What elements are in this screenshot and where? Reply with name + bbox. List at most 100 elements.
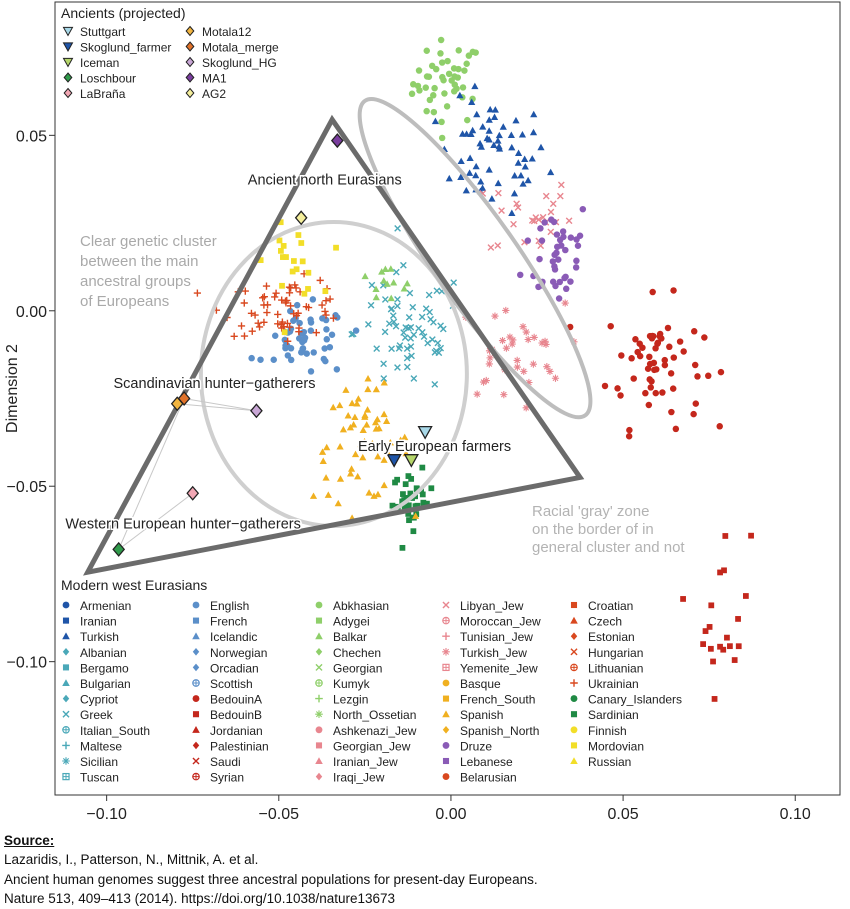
data-point (240, 332, 249, 340)
data-point (530, 333, 538, 341)
source-authors: Lazaridis, I., Patterson, N., Mittnik, A… (4, 852, 259, 867)
data-point (397, 436, 405, 443)
data-point (278, 248, 284, 254)
data-point (333, 244, 339, 251)
legend-marker (442, 757, 450, 765)
data-point (344, 411, 352, 419)
modern-legend-item: Cypriot (62, 693, 119, 707)
legend-label: Abkhasian (333, 599, 389, 613)
modern-legend-item: Basque (442, 677, 501, 691)
data-point (254, 319, 262, 327)
data-point (431, 380, 439, 388)
data-point (389, 502, 396, 509)
legend-label: Russian (588, 755, 631, 769)
data-point (339, 425, 347, 433)
legend-marker (62, 617, 70, 624)
data-point (396, 440, 404, 448)
ancient-sample-points (112, 133, 433, 557)
legend-marker (442, 773, 450, 781)
modern-legend-item: Turkish_Jew (442, 646, 527, 660)
data-point (413, 485, 420, 492)
data-point (322, 288, 329, 295)
legend-marker (192, 617, 200, 624)
legend-label: Bulgarian (80, 677, 131, 691)
modern-legend-item: Estonian (570, 630, 635, 644)
data-point (300, 328, 308, 336)
data-point (361, 272, 369, 280)
data-point (435, 349, 443, 357)
x-tick-label: 0.10 (780, 806, 811, 823)
data-point (367, 301, 375, 309)
legend-marker (570, 726, 578, 734)
modern-legend-item: Greek (62, 708, 114, 722)
x-tick-label: −0.10 (86, 806, 127, 823)
data-point (530, 217, 538, 225)
data-point (717, 569, 723, 576)
data-point (405, 511, 412, 517)
modern-legend-item: French (192, 615, 247, 629)
data-point (271, 332, 279, 340)
legend-label: French (210, 615, 247, 629)
data-point (510, 189, 519, 197)
data-point (508, 209, 516, 216)
legend-label: Lezgin (333, 693, 368, 707)
data-point (716, 423, 723, 430)
legend-label: LaBraña (80, 87, 126, 101)
data-point (193, 289, 201, 297)
data-point (547, 228, 555, 236)
modern-legend-item: Iranian_Jew (315, 755, 398, 769)
modern-legend-item: Chechen (315, 646, 381, 660)
data-point (495, 189, 502, 197)
data-point (529, 360, 537, 368)
modern-legend-item: Adygei (315, 615, 370, 629)
data-point (438, 59, 446, 66)
data-point (454, 74, 462, 81)
data-point (680, 348, 687, 355)
data-point (381, 328, 389, 336)
data-point (412, 503, 419, 510)
data-point (412, 512, 420, 519)
data-point (652, 389, 660, 397)
data-point (735, 643, 742, 650)
legend-label: Yemenite_Jew (460, 661, 538, 675)
data-point (334, 499, 342, 507)
data-point (299, 258, 306, 265)
data-point (524, 335, 532, 344)
data-point (645, 401, 653, 409)
data-point (400, 285, 408, 292)
data-point (287, 307, 294, 315)
data-point (668, 408, 675, 416)
data-point (378, 268, 386, 275)
data-point (472, 171, 480, 179)
data-point (296, 319, 303, 327)
data-point (524, 237, 532, 244)
legend-marker (63, 72, 73, 83)
data-point (380, 375, 388, 382)
data-point (402, 324, 410, 331)
data-point (321, 345, 328, 352)
legend-marker (62, 42, 74, 53)
y-tick-label: 0.05 (16, 128, 47, 145)
legend-marker (570, 695, 578, 703)
modern-legend-item: Spanish_North (442, 724, 539, 738)
data-point (471, 82, 479, 90)
data-point (549, 200, 557, 208)
source-citation: Nature 513, 409–413 (2014). https://doi.… (4, 891, 396, 906)
data-point (550, 218, 558, 226)
data-point (690, 328, 698, 335)
data-point (407, 490, 414, 497)
legend-label: Adygei (333, 615, 370, 629)
data-point (342, 386, 350, 393)
data-point (494, 242, 502, 249)
modern-legend: Modern west EurasiansArmenianIranianTurk… (61, 577, 682, 785)
data-point (706, 624, 713, 630)
modern-legend-item: Libyan_Jew (442, 599, 524, 613)
modern-legend-item: Icelandic (192, 630, 257, 644)
legend-marker (192, 601, 200, 609)
legend-marker (192, 757, 200, 765)
data-point (364, 385, 372, 393)
ancestry-triangle (83, 114, 585, 576)
data-point (705, 372, 712, 380)
data-point (642, 389, 649, 397)
data-point (368, 439, 376, 447)
